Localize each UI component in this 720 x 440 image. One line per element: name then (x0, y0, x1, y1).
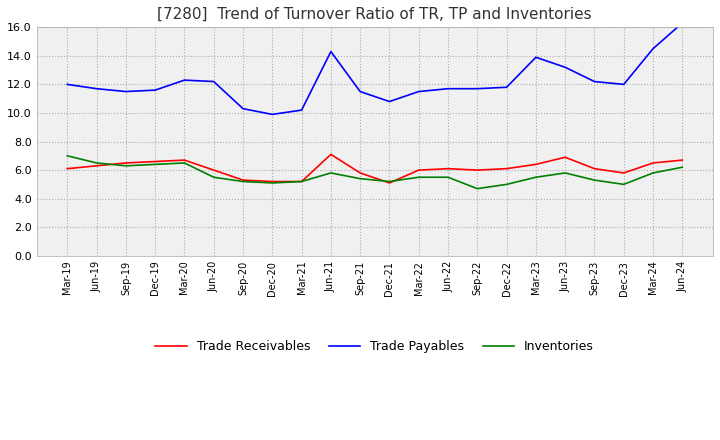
Inventories (63, 153, 71, 158)
Trade Receivables (327, 152, 336, 157)
Trade Payables (239, 106, 248, 111)
Trade Payables (122, 89, 130, 94)
Legend: Trade Receivables, Trade Payables, Inventories: Trade Receivables, Trade Payables, Inven… (150, 335, 599, 358)
Trade Receivables (619, 170, 628, 176)
Trade Receivables (503, 166, 511, 171)
Trade Receivables (122, 160, 130, 165)
Inventories (649, 170, 657, 176)
Trade Payables (180, 77, 189, 83)
Inventories (678, 165, 687, 170)
Trade Receivables (268, 179, 276, 184)
Trade Receivables (356, 170, 364, 176)
Trade Receivables (385, 180, 394, 186)
Trade Payables (210, 79, 218, 84)
Trade Payables (590, 79, 599, 84)
Trade Payables (473, 86, 482, 92)
Inventories (531, 175, 540, 180)
Trade Receivables (151, 159, 160, 164)
Trade Receivables (180, 158, 189, 163)
Line: Trade Payables: Trade Payables (67, 23, 683, 114)
Trade Receivables (92, 163, 101, 169)
Trade Payables (415, 89, 423, 94)
Trade Receivables (239, 177, 248, 183)
Trade Receivables (415, 168, 423, 173)
Trade Payables (297, 107, 306, 113)
Trade Receivables (473, 168, 482, 173)
Line: Trade Receivables: Trade Receivables (67, 154, 683, 183)
Trade Payables (63, 82, 71, 87)
Inventories (151, 162, 160, 167)
Trade Receivables (649, 160, 657, 165)
Inventories (180, 160, 189, 165)
Trade Payables (678, 20, 687, 26)
Inventories (561, 170, 570, 176)
Trade Payables (268, 112, 276, 117)
Trade Receivables (297, 179, 306, 184)
Title: [7280]  Trend of Turnover Ratio of TR, TP and Inventories: [7280] Trend of Turnover Ratio of TR, TP… (158, 7, 592, 22)
Inventories (473, 186, 482, 191)
Trade Payables (531, 55, 540, 60)
Trade Receivables (678, 158, 687, 163)
Inventories (297, 179, 306, 184)
Trade Receivables (561, 154, 570, 160)
Trade Payables (356, 89, 364, 94)
Trade Receivables (63, 166, 71, 171)
Inventories (239, 179, 248, 184)
Inventories (385, 179, 394, 184)
Inventories (92, 160, 101, 165)
Trade Payables (503, 84, 511, 90)
Trade Receivables (590, 166, 599, 171)
Inventories (268, 180, 276, 186)
Trade Receivables (210, 168, 218, 173)
Inventories (503, 182, 511, 187)
Line: Inventories: Inventories (67, 156, 683, 189)
Trade Payables (151, 88, 160, 93)
Trade Payables (649, 46, 657, 51)
Trade Payables (619, 82, 628, 87)
Trade Receivables (444, 166, 452, 171)
Inventories (415, 175, 423, 180)
Inventories (590, 177, 599, 183)
Trade Payables (561, 65, 570, 70)
Trade Payables (92, 86, 101, 92)
Inventories (327, 170, 336, 176)
Inventories (356, 176, 364, 181)
Inventories (444, 175, 452, 180)
Trade Payables (327, 49, 336, 54)
Trade Receivables (531, 162, 540, 167)
Trade Payables (444, 86, 452, 92)
Inventories (619, 182, 628, 187)
Inventories (122, 163, 130, 169)
Trade Payables (385, 99, 394, 104)
Inventories (210, 175, 218, 180)
